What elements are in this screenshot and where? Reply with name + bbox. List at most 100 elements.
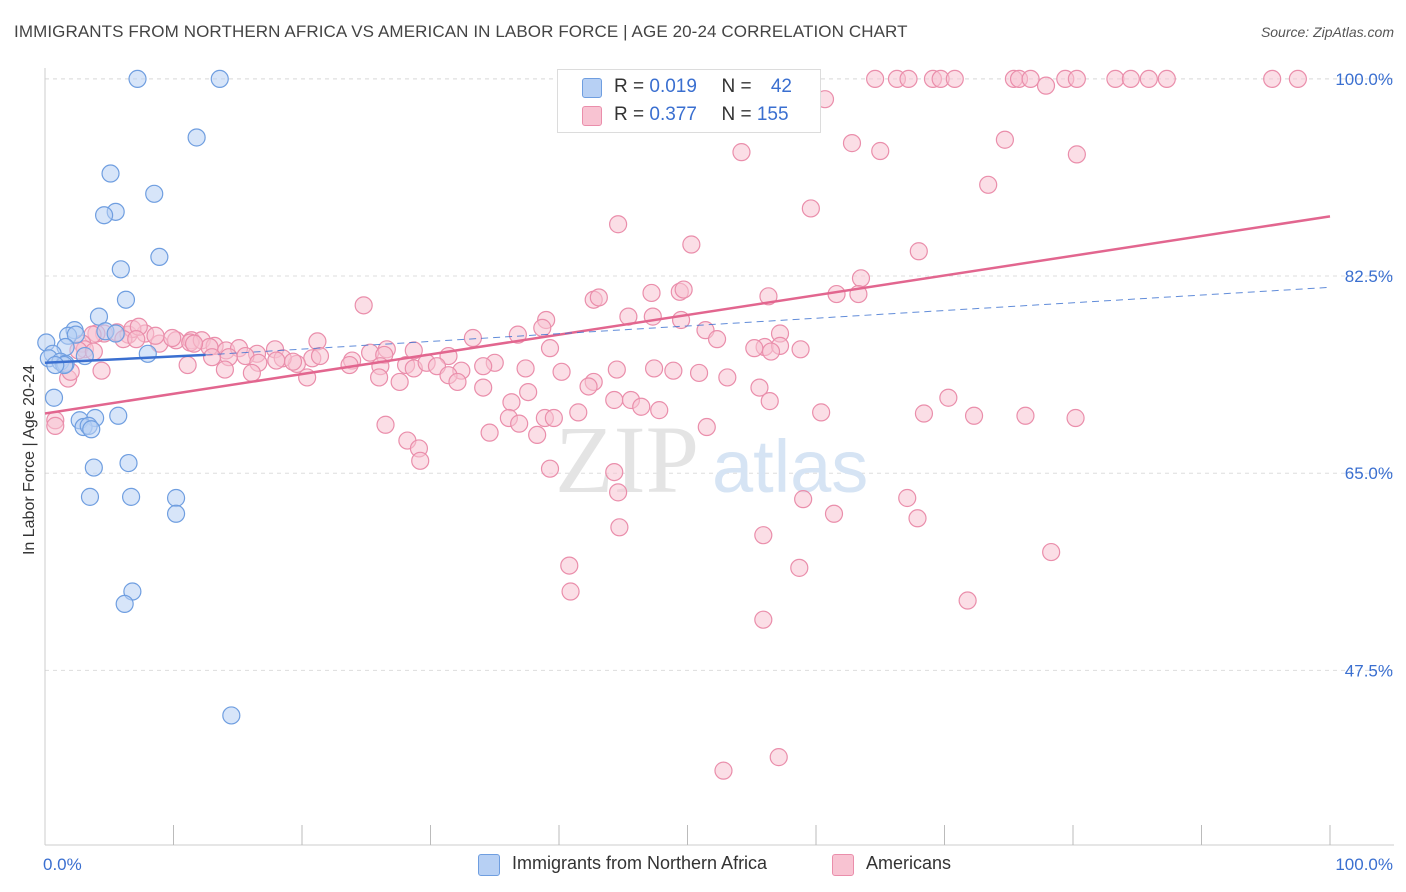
americans-point [267,351,286,370]
immigrants-point [84,458,103,477]
americans-point [801,199,820,218]
americans-point [697,417,716,437]
americans-point [1106,69,1125,88]
americans-point [871,141,890,161]
americans-point [411,451,430,470]
americans-point [1021,69,1040,88]
americans-point [390,372,409,392]
chart-title: IMMIGRANTS FROM NORTHERN AFRICA VS AMERI… [14,22,908,41]
immigrants-point [95,206,114,225]
americans-point [178,355,197,375]
americans-point [1036,76,1056,95]
americans-point [732,143,751,162]
americans-point [650,401,669,420]
y-tick-labels: 100.0% 82.5% 65.0% 47.5% [1335,70,1393,680]
x-tick-label: 100.0% [1335,855,1393,874]
y-tick-label: 65.0% [1345,464,1393,483]
americans-point [184,334,204,353]
americans-point [714,761,733,780]
americans-point [127,330,146,349]
americans-point [589,288,608,307]
immigrants-point [166,504,186,523]
americans-point [310,346,330,366]
americans-point [674,280,693,299]
americans-point [791,340,810,359]
immigrants-point [111,260,130,279]
immigrants-point [166,488,186,508]
americans-point [370,368,389,387]
n-value: 155 [756,104,789,125]
americans-point [1067,145,1086,164]
americans-point [560,556,579,575]
americans-point [1066,408,1085,428]
pink-swatch [582,106,602,126]
immigrants-points [37,69,241,725]
y-tick-label: 47.5% [1345,661,1393,680]
immigrants-point [150,247,169,267]
americans-point [958,591,977,610]
americans-point [842,134,862,153]
n-label: N = [721,76,757,97]
immigrants-trendline-extension [205,286,1331,356]
trendlines [44,215,1331,415]
americans-point [759,287,778,306]
immigrants-point [222,706,241,725]
y-tick-label: 82.5% [1345,267,1393,286]
americans-point [1139,69,1158,88]
americans-point [1157,69,1176,88]
americans-point [689,363,709,383]
americans-point [605,390,624,410]
legend-label: Americans [866,853,952,873]
legend-label: Immigrants from Northern Africa [512,853,768,873]
americans-point [1121,69,1140,88]
blue-swatch [478,854,500,876]
series-legend: Immigrants from Northern Africa American… [0,852,1406,878]
americans-trendline [44,215,1331,415]
y-tick-label: 100.0% [1335,70,1393,89]
americans-point [607,360,626,379]
immigrants-point [128,69,147,88]
r-label: R = [614,104,650,125]
americans-point [146,326,165,345]
americans-point [914,404,934,423]
americans-point [552,362,571,381]
americans-point [979,175,998,194]
blue-swatch [582,78,602,98]
americans-point [533,318,552,337]
americans-point [354,296,373,315]
immigrants-point [46,355,65,375]
americans-point [283,352,303,371]
americans-point [215,360,234,379]
americans-point [579,377,598,396]
immigrants-point [210,69,229,88]
immigrants-point [116,290,136,309]
immigrants-point [138,344,157,363]
watermark-zip: ZIP [555,406,699,513]
americans-point [643,307,662,326]
americans-point [609,215,628,234]
americans-point [609,483,628,502]
axes [44,68,1394,846]
americans-point [632,397,651,416]
americans-point [909,242,928,261]
americans-point [644,359,664,378]
pink-swatch [832,854,854,876]
americans-point [964,406,984,425]
americans-point [605,462,624,482]
americans-point [569,403,588,422]
stats-legend: R = 0.019 N = 42 R = 0.377 N = 155 [557,69,821,133]
n-value: 42 [770,76,792,97]
immigrants-point [66,325,85,344]
watermark-atlas: atlas [712,425,868,508]
americans-point [945,69,964,88]
immigrants-point [44,388,64,407]
americans-point [163,328,182,348]
immigrants-point [119,453,138,473]
americans-point [682,235,701,254]
americans-point [642,283,661,303]
immigrants-point [145,184,164,203]
immigrants-point [109,406,128,425]
immigrants-point [121,487,141,506]
immigrants-point [115,594,134,614]
americans-point [540,459,560,478]
